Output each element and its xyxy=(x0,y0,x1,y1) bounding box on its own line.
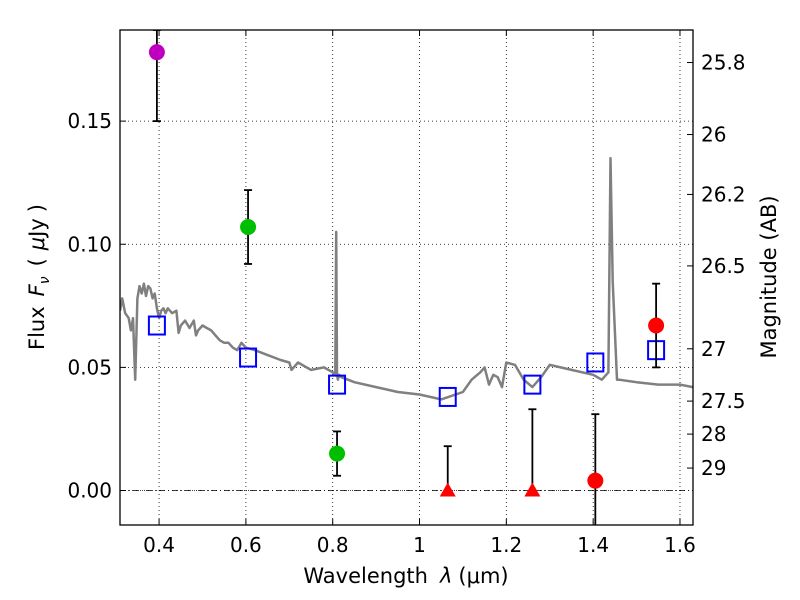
right-tick-label: 27.5 xyxy=(701,389,746,413)
x-tick-label: 1.4 xyxy=(577,533,609,557)
y-tick-label: 0.10 xyxy=(67,232,112,256)
right-axis-title: Magnitude (AB) xyxy=(757,195,781,358)
x-tick-label: 1.6 xyxy=(664,533,696,557)
model-flux-square xyxy=(147,315,166,336)
right-tick-label: 28 xyxy=(701,422,726,446)
upper-limit-triangle xyxy=(439,482,456,497)
x-tick-label: 1 xyxy=(413,533,426,557)
right-tick-label: 26.2 xyxy=(701,182,746,206)
observed-flux-point xyxy=(587,472,604,489)
x-tick-label: 0.8 xyxy=(317,533,349,557)
plot-frame xyxy=(119,29,694,526)
x-axis-title-prefix: Wavelength xyxy=(303,564,428,588)
y-tick-label: 0.05 xyxy=(67,355,112,379)
model-flux-square xyxy=(328,374,347,395)
right-tick-label: 26.5 xyxy=(701,254,746,278)
observed-flux-point xyxy=(240,219,257,236)
y-tick-label: 0.00 xyxy=(67,479,112,503)
right-tick-label: 27 xyxy=(701,337,726,361)
right-tick-label: 25.8 xyxy=(701,51,746,75)
upper-limit-triangle xyxy=(524,482,541,497)
observed-flux-point xyxy=(148,44,165,61)
model-flux-square xyxy=(586,352,605,373)
observed-flux-point xyxy=(648,317,665,334)
right-tick-label: 26 xyxy=(701,123,726,147)
y-axis-title: Flux Fν ( μJy) xyxy=(25,204,53,350)
right-tick-label: 29 xyxy=(701,456,726,480)
x-tick-label: 1.2 xyxy=(490,533,522,557)
grid xyxy=(120,30,693,525)
y-axis-title-symbol: F xyxy=(25,283,49,296)
x-tick-label: 0.6 xyxy=(230,533,262,557)
x-axis-title: Wavelength λ (μm) xyxy=(303,564,508,588)
x-axis-title-symbol: λ xyxy=(439,564,452,588)
model-flux-square xyxy=(438,386,457,407)
model-flux-square xyxy=(523,374,542,395)
axis-ticks: 0.4 0.6 0.8 1 1.2 1.4 1.6 0.00 0.05 0.10 0.15 25.8 2… xyxy=(67,30,746,557)
data-series xyxy=(120,30,693,525)
y-axis-title-unit: Jy xyxy=(25,218,49,239)
observed-flux-point xyxy=(329,445,346,462)
y-axis-title-paren-close: ) xyxy=(25,204,49,212)
y-axis-title-subscript: ν xyxy=(37,276,53,284)
x-tick-label: 0.4 xyxy=(143,533,175,557)
x-axis-title-unit: (μm) xyxy=(458,564,508,588)
y-tick-label: 0.15 xyxy=(67,109,112,133)
y-axis-title-prefix: Flux xyxy=(25,306,49,350)
model-flux-square xyxy=(239,347,258,368)
template-spectrum-line xyxy=(120,156,693,401)
y-axis-title-unit-symbol: μ xyxy=(25,237,49,251)
y-axis-title-paren-open: ( xyxy=(25,258,49,266)
